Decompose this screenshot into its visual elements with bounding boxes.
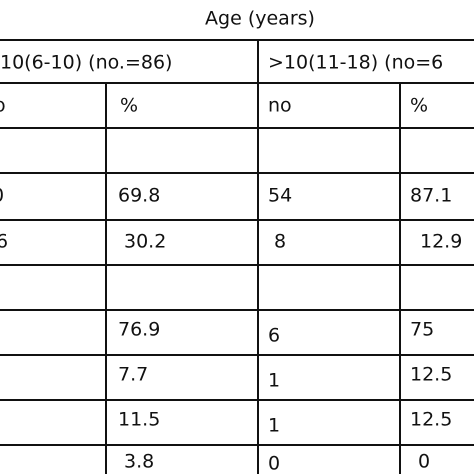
table-cell: 6 [268, 325, 280, 347]
table-cell: 8 [274, 231, 286, 253]
column-header: % [120, 95, 138, 117]
table-cell: 75 [410, 319, 434, 341]
table-cell: 76.9 [118, 319, 160, 341]
table-cell: 1 [268, 370, 280, 392]
table-cell: 0 [418, 451, 430, 473]
column-header: no [268, 95, 292, 117]
table-cell: 6 [0, 231, 8, 253]
table-cell: 0 [268, 453, 280, 474]
header-title: Age (years) [205, 8, 315, 30]
table-cell: 0 [0, 185, 4, 207]
table-cell: 3.8 [124, 451, 154, 473]
group-header: 10(6-10) (no.=86) [0, 52, 172, 74]
table-cell: 12.5 [410, 409, 452, 431]
table-cell: 11.5 [118, 409, 160, 431]
table-cell: 30.2 [124, 231, 166, 253]
table-cell: 87.1 [410, 185, 452, 207]
table-cell: 69.8 [118, 185, 160, 207]
group-header: >10(11-18) (no=6 [268, 52, 443, 74]
table-cell: 1 [268, 415, 280, 437]
column-header: % [410, 95, 428, 117]
table-cell: 12.9 [420, 231, 462, 253]
column-header: o [0, 95, 6, 117]
table-grid [0, 39, 474, 474]
table-cell: 12.5 [410, 364, 452, 386]
table-cell: 7.7 [118, 364, 148, 386]
table-cell: 54 [268, 185, 292, 207]
